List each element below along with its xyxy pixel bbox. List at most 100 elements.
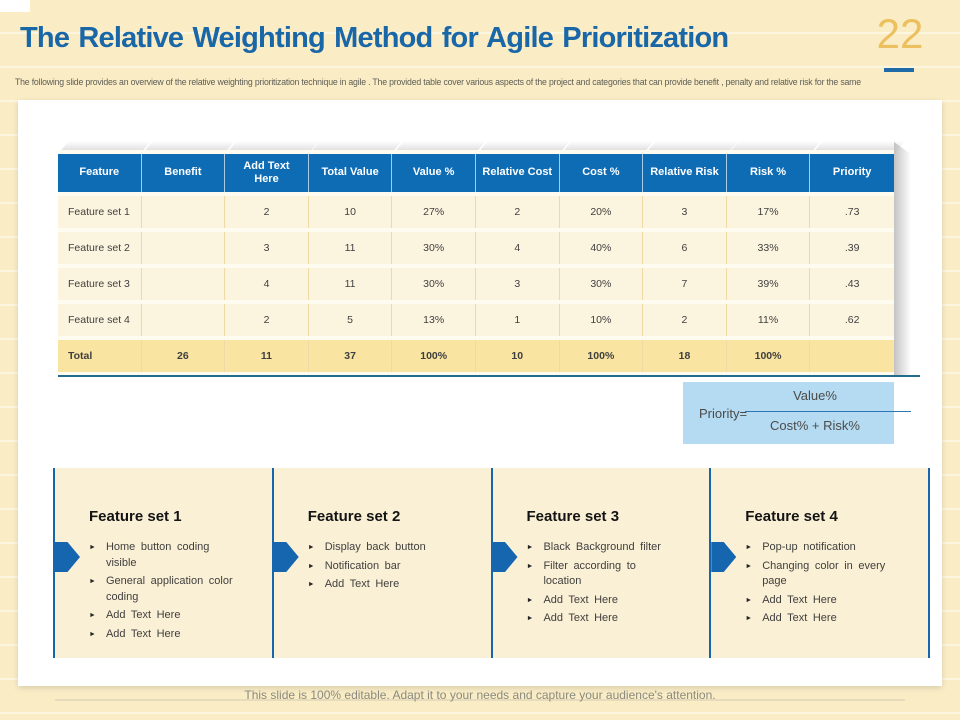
table-cell: 39% bbox=[726, 268, 811, 300]
feature-set-title: Feature set 2 bbox=[307, 508, 401, 525]
bullet-item: ► Add Text Here bbox=[89, 627, 239, 643]
table-cell: 10% bbox=[559, 304, 644, 336]
bullet-arrow-icon: ► bbox=[745, 596, 753, 604]
table-cell bbox=[141, 268, 226, 300]
weighting-table: Feature Benefit Add Text Here Total Value Va… bbox=[58, 150, 894, 376]
bullet-arrow-icon: ► bbox=[89, 544, 96, 551]
table-cell: 3 bbox=[475, 268, 560, 300]
bullet-item: ► Changing color in every page bbox=[745, 559, 895, 590]
table-total-cell: 100% bbox=[392, 340, 476, 372]
feature-bullet-list: ► Pop-up notification ► Changing color in e… bbox=[745, 540, 928, 627]
table-cell: 5 bbox=[308, 304, 393, 336]
bullet-text: Add Text Here bbox=[543, 593, 618, 606]
feature-set-box: Feature set 2 ► Display back button ► Notifi… bbox=[271, 468, 491, 658]
bullet-item: ► Black Background filter bbox=[527, 540, 677, 556]
bullet-text: Add Text Here bbox=[105, 628, 181, 641]
table-cell: 30% bbox=[392, 268, 476, 300]
chevron-right-arrow-icon bbox=[55, 542, 80, 572]
table-cell: 13% bbox=[392, 304, 476, 336]
table-cell bbox=[141, 196, 226, 228]
bullet-text: Display back button bbox=[324, 541, 426, 553]
feature-set-box: Feature set 4 ► Pop-up notification ► Changi… bbox=[709, 468, 928, 658]
table-total-cell: 100% bbox=[559, 340, 644, 372]
table-cell bbox=[141, 232, 226, 264]
bullet-arrow-icon: ► bbox=[745, 544, 753, 551]
table-cell: 30% bbox=[559, 268, 644, 300]
table-total-row: Total 26 11 37 100% 10 100% 18 100% bbox=[58, 340, 894, 372]
table-total-cell bbox=[810, 340, 894, 372]
bullet-text: General application color coding bbox=[105, 575, 233, 603]
table-3d-side-shadow bbox=[894, 142, 911, 376]
chevron-right-arrow-icon bbox=[273, 542, 299, 572]
feature-set-title: Feature set 3 bbox=[526, 508, 620, 525]
chevron-right-arrow-icon bbox=[711, 542, 737, 572]
bullet-arrow-icon: ► bbox=[307, 581, 315, 589]
table-row: Feature set 2 3 11 30% 4 40% 6 33% .39 bbox=[58, 232, 894, 264]
chevron-right-arrow-icon bbox=[492, 542, 518, 572]
bullet-arrow-icon: ► bbox=[745, 562, 753, 570]
table-cell: 1 bbox=[475, 304, 560, 336]
bullet-item: ► Notification bar bbox=[308, 559, 458, 575]
table-cell: .43 bbox=[810, 268, 894, 300]
page-title: The Relative Weighting Method for Agile … bbox=[20, 22, 729, 54]
table-cell: .73 bbox=[810, 196, 894, 228]
corner-decoration bbox=[0, 0, 30, 12]
bullet-arrow-icon: ► bbox=[526, 615, 534, 623]
bullet-item: ► Add Text Here bbox=[308, 577, 458, 593]
table-cell: 30% bbox=[392, 232, 476, 264]
formula-numerator: Value% bbox=[793, 388, 837, 403]
column-header: Risk % bbox=[726, 154, 811, 192]
bullet-item: ► Add Text Here bbox=[527, 611, 677, 627]
table-cell: 2 bbox=[643, 304, 727, 336]
table-total-cell: 11 bbox=[225, 340, 309, 372]
bullet-text: Add Text Here bbox=[762, 593, 837, 606]
bullet-text: Add Text Here bbox=[324, 578, 400, 591]
bullet-item: ► Display back button bbox=[308, 540, 458, 556]
bullet-text: Add Text Here bbox=[543, 612, 618, 625]
column-header: Feature bbox=[58, 154, 142, 192]
bullet-item: ► Add Text Here bbox=[745, 611, 895, 627]
table-cell: 11 bbox=[308, 268, 393, 300]
column-header: Priority bbox=[810, 154, 894, 192]
table-total-cell: 18 bbox=[643, 340, 727, 372]
table-cell: 4 bbox=[475, 232, 560, 264]
bullet-text: Home button coding visible bbox=[105, 541, 210, 569]
bullet-arrow-icon: ► bbox=[307, 562, 315, 570]
table-row: Feature set 3 4 11 30% 3 30% 7 39% .43 bbox=[58, 268, 894, 300]
table-cell: 27% bbox=[392, 196, 476, 228]
feature-bullet-list: ► Display back button ► Notification bar ► Ad… bbox=[308, 540, 491, 593]
table-cell: 3 bbox=[225, 232, 309, 264]
table-cell: 11 bbox=[308, 232, 393, 264]
column-header: Relative Risk bbox=[643, 154, 727, 192]
bullet-text: Black Background filter bbox=[543, 541, 661, 553]
fraction-line bbox=[745, 411, 911, 412]
feature-sets-row: Feature set 1 ► Home button coding visible… bbox=[53, 468, 930, 658]
column-header: Cost % bbox=[559, 154, 644, 192]
bullet-text: Filter according to location bbox=[543, 559, 636, 588]
table-total-cell: 100% bbox=[726, 340, 811, 372]
column-header: Relative Cost bbox=[475, 154, 560, 192]
formula-label: Priority= bbox=[699, 406, 748, 421]
bullet-arrow-icon: ► bbox=[89, 631, 96, 639]
table-total-cell: 10 bbox=[475, 340, 560, 372]
table-cell: 10 bbox=[308, 196, 393, 228]
table-cell: 6 bbox=[643, 232, 727, 264]
priority-formula-box: Priority= Value% Cost% + Risk% bbox=[683, 382, 911, 444]
table-cell: 40% bbox=[559, 232, 644, 264]
table-cell: 2 bbox=[225, 196, 309, 228]
table-row: Feature set 1 2 10 27% 2 20% 3 17% .73 bbox=[58, 196, 894, 228]
table-row: Feature set 4 2 5 13% 1 10% 2 11% .62 bbox=[58, 304, 894, 336]
bullet-arrow-icon: ► bbox=[89, 612, 96, 620]
slide-number-underline bbox=[884, 68, 914, 72]
table-total-cell: 37 bbox=[308, 340, 393, 372]
bullet-arrow-icon: ► bbox=[526, 544, 534, 551]
feature-set-box: Feature set 3 ► Black Background filter ► Fi… bbox=[490, 468, 710, 658]
formula-denominator: Cost% + Risk% bbox=[770, 418, 860, 433]
column-header: Benefit bbox=[141, 154, 226, 192]
bullet-text: Changing color in every page bbox=[762, 559, 886, 588]
feature-bullet-list: ► Black Background filter ► Filter accordin… bbox=[527, 540, 710, 627]
feature-set-box: Feature set 1 ► Home button coding visible… bbox=[53, 468, 272, 658]
bullet-arrow-icon: ► bbox=[745, 615, 753, 623]
feature-set-title: Feature set 1 bbox=[89, 508, 182, 525]
